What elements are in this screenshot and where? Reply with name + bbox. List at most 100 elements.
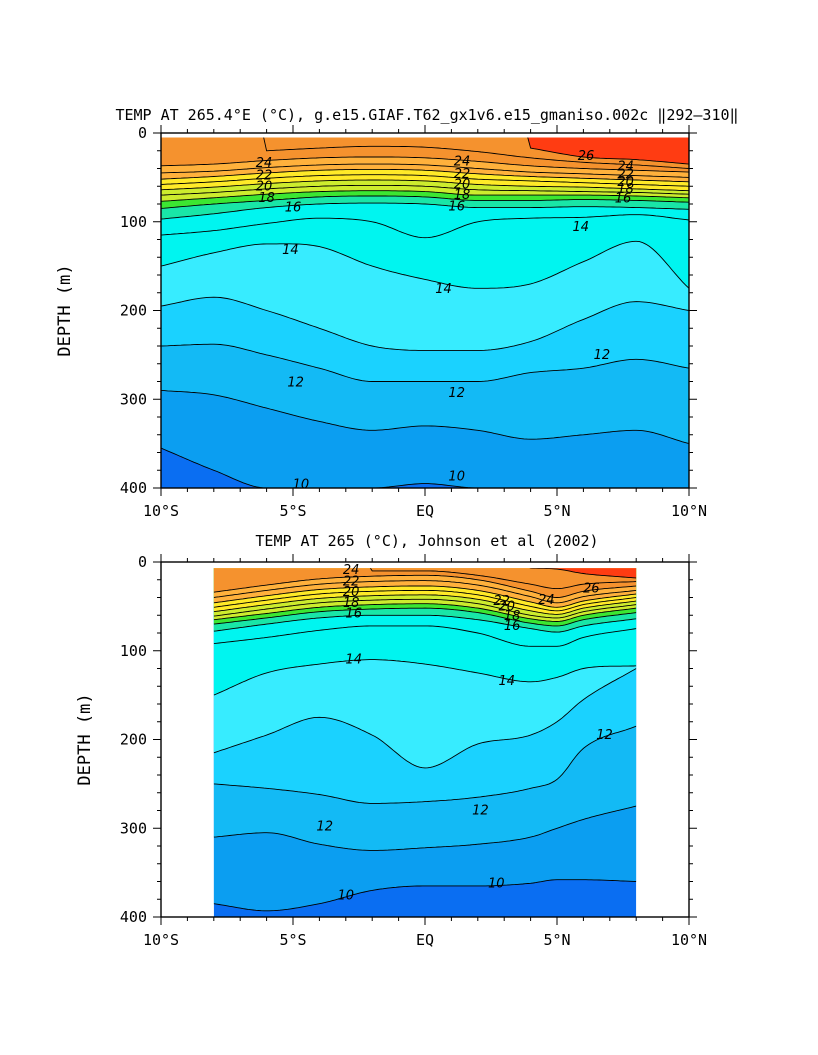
isotherm-21 [213, 589, 637, 612]
contour-label: 16 [504, 619, 521, 634]
x-tick-label: 5°S [279, 502, 306, 520]
band-25 [370, 568, 637, 589]
y-tick-label: 100 [120, 213, 147, 231]
contour-label: 14 [345, 653, 362, 668]
x-tick-label: 5°N [543, 931, 570, 949]
isotherm-26 [529, 568, 637, 579]
contour-label: 10 [488, 876, 505, 891]
y-tick-label: 0 [138, 124, 147, 142]
isotherm-10 [213, 879, 637, 912]
contour-lines [213, 568, 637, 912]
isotherm-10-1 [375, 483, 475, 488]
isotherm-22 [161, 168, 689, 183]
x-tick-label: 10°S [143, 502, 179, 520]
x-tick-label: 5°N [543, 502, 570, 520]
contour-label: 24 [343, 563, 360, 578]
contour-label: 24 [256, 156, 273, 171]
x-tick-label: 10°N [671, 502, 707, 520]
isotherm-23 [213, 580, 637, 604]
y-axis-label: DEPTH (m) [75, 693, 95, 785]
contour-label: 10 [293, 477, 310, 492]
top-chart-model: 2422201816242220181626242220181614141412… [55, 106, 739, 520]
isotherm-15 [161, 214, 689, 239]
isotherm-16 [161, 202, 689, 220]
y-tick-label: 400 [120, 479, 147, 497]
chart-title: TEMP AT 265.4°E (°C), g.e15.GIAF.T62_gx1… [115, 106, 738, 124]
contour-label: 12 [596, 728, 613, 743]
contour-label: 12 [594, 348, 611, 363]
y-axis: 0 100 200 300 400 [120, 124, 697, 497]
contour-label: 20 [256, 179, 273, 194]
contour-label: 20 [499, 599, 516, 614]
contour-label: 14 [435, 282, 452, 297]
contour-label: 14 [499, 674, 516, 689]
y-tick-label: 100 [120, 642, 147, 660]
isotherm-24 [213, 574, 637, 598]
x-tick-label: 10°N [671, 931, 707, 949]
isotherm-24 [161, 156, 689, 173]
contour-label: 22 [256, 169, 273, 184]
contour-label: 16 [448, 200, 465, 215]
y-tick-label: 200 [120, 302, 147, 320]
isotherm-25 [369, 568, 637, 590]
isotherm-22 [213, 585, 637, 608]
isotherm-10 [161, 447, 264, 488]
contour-label: 24 [617, 160, 634, 175]
contour-label: 12 [472, 804, 489, 819]
x-tick-label: EQ [416, 502, 434, 520]
isotherm-19 [161, 184, 689, 196]
contour-label: 16 [345, 607, 362, 622]
isotherm-20 [161, 179, 689, 192]
contour-label: 12 [287, 375, 304, 390]
contour-label: 16 [285, 201, 302, 216]
y-tick-label: 200 [120, 731, 147, 749]
contour-fills [213, 568, 637, 917]
contour-label: 18 [343, 596, 360, 611]
x-tick-label: 10°S [143, 931, 179, 949]
chart-title: TEMP AT 265 (°C), Johnson et al (2002) [255, 532, 598, 550]
isotherm-26 [527, 137, 689, 165]
isotherm-25 [263, 137, 689, 169]
isotherm-11 [161, 389, 689, 445]
isotherm-14 [213, 659, 637, 696]
contour-label: 18 [504, 609, 521, 624]
isotherm-20 [213, 594, 637, 615]
isotherm-13 [213, 668, 637, 769]
contour-label: 18 [454, 188, 471, 203]
isotherm-11 [213, 805, 637, 851]
isotherm-21 [161, 174, 689, 187]
isotherm-12 [213, 725, 637, 804]
y-tick-label: 0 [138, 553, 147, 571]
y-axis-label: DEPTH (m) [55, 264, 75, 356]
x-axis: 10°S 5°S EQ 5°N 10°N [143, 125, 707, 520]
y-axis: 0 100 200 300 400 [120, 553, 697, 926]
y-tick-label: 400 [120, 908, 147, 926]
band-26 [527, 137, 689, 165]
contour-label: 12 [448, 386, 465, 401]
contour-label: 10 [338, 889, 355, 904]
x-axis: 10°S 5°S EQ 5°N 10°N [143, 554, 707, 949]
contour-lines [161, 137, 689, 488]
contour-label: 24 [454, 154, 471, 169]
contour-label: 26 [578, 149, 595, 164]
y-tick-label: 300 [120, 390, 147, 408]
isotherm-17 [213, 607, 637, 627]
contour-label: 24 [538, 593, 555, 608]
x-tick-label: 5°S [279, 931, 306, 949]
contour-label: 22 [617, 168, 634, 183]
isotherm-18 [161, 190, 689, 202]
contour-label: 20 [343, 585, 360, 600]
isotherm-23 [161, 163, 689, 178]
contour-label: 14 [573, 220, 590, 235]
isotherm-16 [213, 614, 637, 633]
contour-label: 26 [583, 582, 600, 597]
contour-label: 18 [617, 182, 634, 197]
contour-label: 20 [454, 178, 471, 193]
isotherm-15 [213, 625, 637, 647]
contour-label: 22 [493, 594, 510, 609]
isotherm-12 [161, 343, 689, 382]
y-tick-label: 300 [120, 819, 147, 837]
contour-label: 22 [343, 575, 360, 590]
